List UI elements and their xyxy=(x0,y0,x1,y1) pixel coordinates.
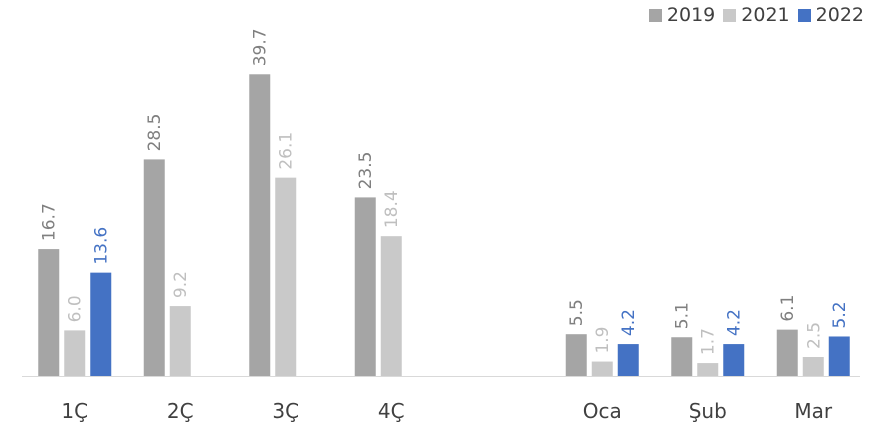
data-label-2022-Mar: 5.2 xyxy=(830,301,850,328)
bar-2021-1Ç xyxy=(64,330,86,376)
chart-legend: 2019 2021 2022 xyxy=(641,4,864,26)
data-label-2019-Mar: 6.1 xyxy=(778,295,798,322)
bar-2019-3Ç xyxy=(249,74,271,376)
x-tick-label: Oca xyxy=(583,399,622,423)
bar-2021-Mar xyxy=(802,357,824,376)
x-tick-label: 1Ç xyxy=(61,399,88,423)
legend-swatch-2019 xyxy=(648,8,662,22)
legend-item-2022: 2022 xyxy=(797,4,864,26)
bar-2022-Mar xyxy=(828,336,850,376)
data-label-2021-3Ç: 26.1 xyxy=(277,132,297,170)
data-label-2019-2Ç: 28.5 xyxy=(145,114,165,152)
bar-2019-Oca xyxy=(565,334,587,376)
bar-2022-Oca xyxy=(617,344,639,376)
legend-item-2021: 2021 xyxy=(723,4,790,26)
legend-label-2019: 2019 xyxy=(666,4,716,26)
bar-2021-Oca xyxy=(591,361,613,376)
data-label-2021-2Ç: 9.2 xyxy=(171,271,191,298)
data-label-2021-1Ç: 6.0 xyxy=(66,295,86,322)
bar-2021-4Ç xyxy=(380,236,402,376)
bar-2019-Şub xyxy=(671,337,693,376)
data-label-2022-Oca: 4.2 xyxy=(619,309,639,336)
legend-label-2021: 2021 xyxy=(741,4,790,26)
data-label-2019-Şub: 5.1 xyxy=(673,302,693,329)
data-label-2022-1Ç: 13.6 xyxy=(92,227,112,265)
bar-2021-2Ç xyxy=(169,306,191,376)
data-label-2019-Oca: 5.5 xyxy=(567,299,587,326)
bar-2021-Şub xyxy=(697,363,719,376)
data-label-2019-1Ç: 16.7 xyxy=(40,203,60,241)
bar-2019-2Ç xyxy=(143,159,165,376)
bar-2019-Mar xyxy=(776,329,798,376)
data-label-2022-Şub: 4.2 xyxy=(725,309,745,336)
data-label-2021-Mar: 2.5 xyxy=(804,322,824,349)
legend-swatch-2021 xyxy=(723,8,737,22)
bar-2022-Şub xyxy=(723,344,745,376)
bar-2021-3Ç xyxy=(275,177,297,376)
x-tick-label: 4Ç xyxy=(378,399,405,423)
bar-2022-1Ç xyxy=(90,272,112,376)
x-tick-label: Mar xyxy=(794,399,833,423)
x-tick-label: 2Ç xyxy=(167,399,194,423)
legend-label-2022: 2022 xyxy=(815,4,864,26)
bar-2019-1Ç xyxy=(38,249,60,376)
legend-swatch-2022 xyxy=(797,8,811,22)
legend-item-2019: 2019 xyxy=(648,4,716,26)
data-label-2019-4Ç: 23.5 xyxy=(356,152,376,190)
bar-2019-4Ç xyxy=(354,197,376,376)
data-label-2021-Şub: 1.7 xyxy=(699,328,719,355)
x-tick-label: 3Ç xyxy=(272,399,299,423)
data-label-2021-Oca: 1.9 xyxy=(593,327,613,354)
x-tick-label: Şub xyxy=(689,399,727,423)
data-label-2021-4Ç: 18.4 xyxy=(382,190,402,228)
data-label-2019-3Ç: 39.7 xyxy=(251,28,271,66)
